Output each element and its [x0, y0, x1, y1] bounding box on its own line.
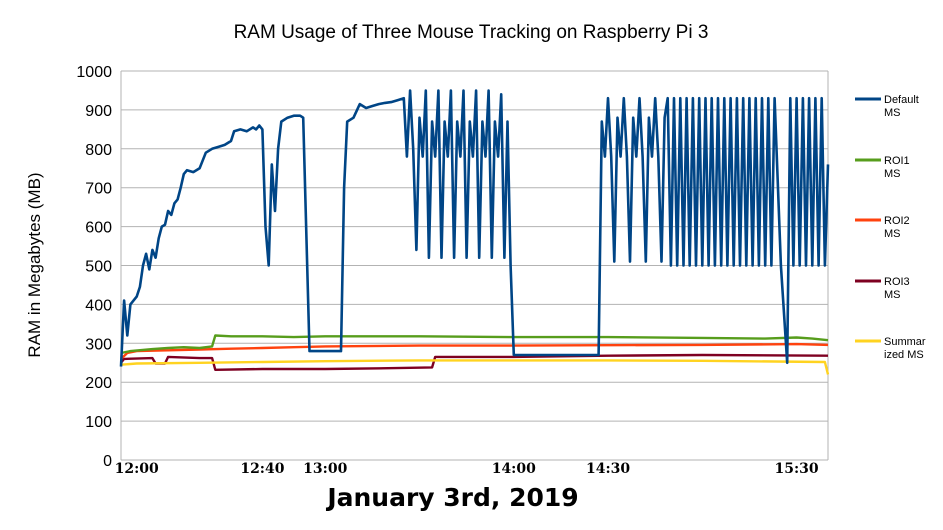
- x-tick-label: 14:00: [492, 461, 536, 477]
- y-tick-label: 400: [85, 297, 112, 314]
- chart-title: RAM Usage of Three Mouse Tracking on Ras…: [234, 22, 709, 43]
- y-tick-label: 1000: [76, 64, 112, 81]
- series-line-default-ms: [119, 89, 830, 367]
- series-line-roi2-ms: [120, 342, 829, 360]
- legend-label: Summar: [884, 336, 926, 348]
- legend-label: Default: [884, 94, 919, 106]
- legend-label: MS: [884, 228, 901, 240]
- y-tick-label: 0: [103, 453, 112, 470]
- y-tick-label: 300: [85, 336, 112, 353]
- y-tick-label: 900: [85, 103, 112, 120]
- y-tick-label: 600: [85, 220, 112, 237]
- legend-label: MS: [884, 289, 901, 301]
- y-tick-label: 100: [85, 414, 112, 431]
- x-axis-label: January 3rd, 2019: [325, 483, 578, 512]
- y-tick-label: 800: [85, 142, 112, 159]
- series-line-roi1-ms: [120, 334, 829, 355]
- y-tick-label: 200: [85, 375, 112, 392]
- x-tick-label: 14:30: [586, 461, 630, 477]
- y-tick-label: 700: [85, 181, 112, 198]
- x-tick-label: 13:00: [303, 461, 347, 477]
- series-lines: [119, 89, 830, 375]
- legend-label: ROI1: [884, 155, 910, 167]
- y-tick-label: 500: [85, 259, 112, 276]
- y-axis-label: RAM in Megabytes (MB): [25, 172, 44, 357]
- legend-label: MS: [884, 107, 901, 119]
- legend-label: ROI2: [884, 215, 910, 227]
- y-axis-ticks: 0 100 200 300 400 500 600 700 800 900 1000: [76, 64, 112, 470]
- legend-label: ROI3: [884, 276, 910, 288]
- x-tick-label: 15:30: [775, 461, 819, 477]
- plot-area: [120, 71, 829, 460]
- x-axis-ticks: 12:00 12:40 13:00 14:00 14:30 15:30: [115, 461, 819, 477]
- x-tick-label: 12:40: [240, 461, 284, 477]
- legend-label: ized MS: [884, 349, 924, 361]
- series-line-summarized-ms: [120, 359, 830, 375]
- legend-label: MS: [884, 168, 901, 180]
- x-tick-label: 12:00: [115, 461, 159, 477]
